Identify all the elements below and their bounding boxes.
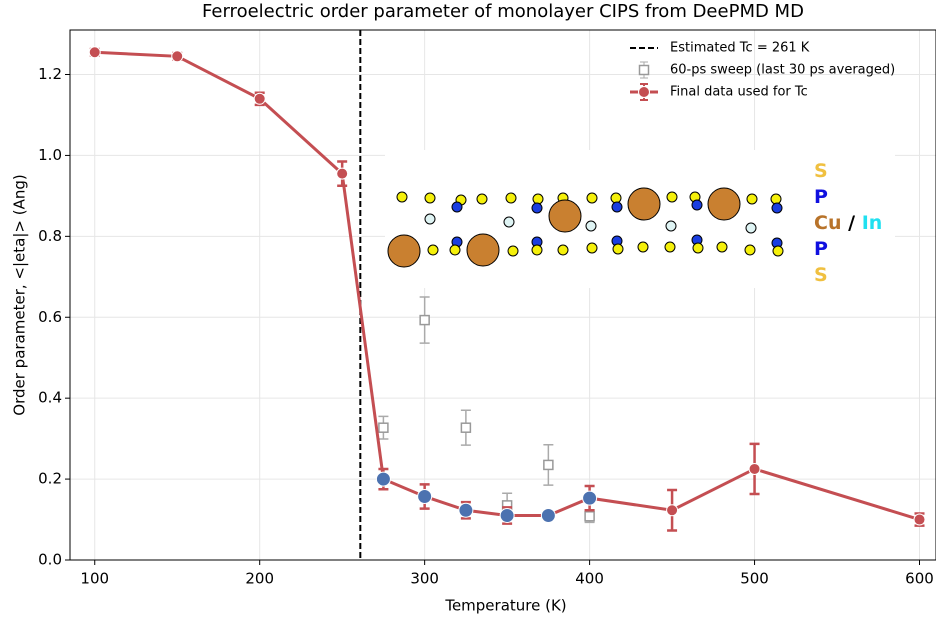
atom — [746, 193, 758, 205]
atom — [664, 241, 676, 253]
legend-label: 60-ps sweep (last 30 ps averaged) — [670, 63, 895, 78]
atom — [449, 244, 461, 256]
atom — [637, 241, 649, 253]
atom — [557, 244, 569, 256]
atom — [627, 187, 661, 221]
atom — [610, 192, 622, 204]
x-tick-label: 400 — [575, 570, 604, 588]
atom — [691, 199, 703, 211]
y-axis-label: Order parameter, <|eta|> (Ang) — [11, 174, 29, 415]
atom — [387, 234, 421, 268]
atom — [772, 245, 784, 257]
legend-label: Final data used for Tc — [670, 85, 808, 100]
x-tick-label: 300 — [410, 570, 439, 588]
atom — [427, 244, 439, 256]
atom — [586, 242, 598, 254]
atom — [744, 244, 756, 256]
atom — [476, 193, 488, 205]
legend-label: Estimated Tc = 261 K — [670, 41, 810, 56]
y-tick-label: 0.4 — [38, 389, 62, 407]
atom — [532, 193, 544, 205]
atom — [586, 192, 598, 204]
marker — [253, 92, 266, 105]
y-tick-label: 0.8 — [38, 227, 62, 245]
marker — [543, 459, 554, 471]
atom — [707, 187, 741, 221]
atom — [611, 201, 623, 213]
atom — [612, 243, 624, 255]
marker — [419, 314, 430, 326]
y-tick-label: 0.0 — [38, 551, 62, 569]
atom — [451, 201, 463, 213]
atom — [424, 192, 436, 204]
marker — [336, 167, 349, 180]
inset-label-part: In — [862, 212, 883, 234]
atom — [505, 192, 517, 204]
y-tick-label: 1.0 — [38, 146, 62, 164]
x-tick-label: 100 — [80, 570, 109, 588]
x-tick-label: 200 — [245, 570, 274, 588]
x-axis-label: Temperature (K) — [444, 597, 566, 615]
inset-label-part: S — [814, 160, 828, 182]
marker — [913, 513, 926, 526]
marker — [417, 488, 433, 504]
marker — [88, 46, 101, 59]
x-tick-label: 600 — [905, 570, 934, 588]
marker — [540, 507, 556, 523]
atom — [507, 245, 519, 257]
atom — [531, 202, 543, 214]
inset-label: Cu / In — [814, 212, 882, 234]
atom — [745, 222, 757, 234]
inset-label: P — [814, 238, 828, 260]
atom — [466, 233, 500, 267]
chart-title: Ferroelectric order parameter of monolay… — [202, 1, 804, 22]
inset-label-part: / — [848, 212, 855, 234]
legend-swatch — [638, 64, 650, 76]
inset-label: S — [814, 160, 828, 182]
marker — [584, 511, 595, 522]
marker — [499, 507, 515, 523]
atom — [424, 213, 436, 225]
atom — [503, 216, 515, 228]
y-tick-label: 1.2 — [38, 65, 62, 83]
inset-label-part: S — [814, 264, 828, 286]
inset-label: P — [814, 186, 828, 208]
inset-label-part: P — [814, 238, 828, 260]
atom — [716, 241, 728, 253]
inset-label-part: Cu — [814, 212, 841, 234]
atom — [666, 191, 678, 203]
atom — [396, 191, 408, 203]
atom — [585, 220, 597, 232]
plot-frame — [69, 29, 936, 561]
marker — [375, 471, 391, 487]
marker — [171, 50, 184, 63]
atom — [770, 193, 782, 205]
marker — [460, 422, 472, 433]
marker — [378, 422, 389, 433]
marker — [666, 504, 679, 517]
marker — [458, 502, 474, 518]
legend-swatch — [638, 86, 650, 98]
atom — [771, 202, 783, 214]
marker — [748, 462, 761, 475]
atom — [692, 242, 704, 254]
atom — [531, 244, 543, 256]
y-tick-label: 0.6 — [38, 308, 62, 326]
inset-label: S — [814, 264, 828, 286]
y-tick-label: 0.2 — [38, 470, 62, 488]
inset-label-part: P — [814, 186, 828, 208]
marker — [582, 490, 598, 506]
x-tick-label: 500 — [740, 570, 769, 588]
atom — [665, 220, 677, 232]
atom — [548, 199, 582, 233]
